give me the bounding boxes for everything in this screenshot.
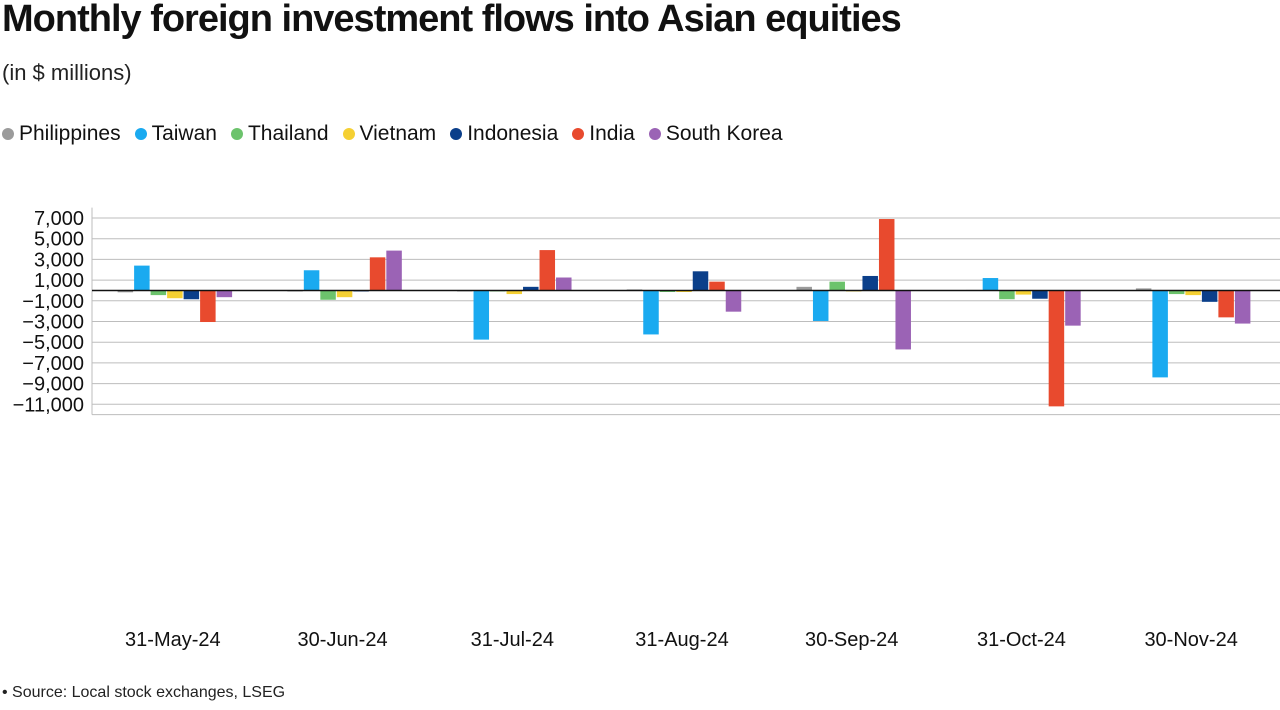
legend-label: South Korea <box>665 122 783 145</box>
bar <box>878 219 895 291</box>
x-tick-label: 31-Jul-24 <box>471 629 554 651</box>
bar <box>539 250 556 291</box>
bar <box>796 286 812 291</box>
bar <box>676 290 692 293</box>
bar <box>1065 290 1081 326</box>
legend-swatch <box>134 128 147 140</box>
bar <box>643 290 659 335</box>
x-tick-label: 30-Sep-24 <box>805 629 898 651</box>
bar <box>167 290 183 299</box>
legend-item: Vietnam <box>342 122 437 146</box>
bar <box>150 290 167 296</box>
bar-chart: 7,0005,0003,0001,000−1,000−3,000−5,000−7… <box>13 207 1280 651</box>
chart-legend: Philippines Taiwan Thailand Vietnam Indonesi… <box>2 122 797 146</box>
legend-item: South Korea <box>648 122 783 146</box>
bar <box>506 290 523 295</box>
legend-swatch <box>450 128 463 140</box>
legend-item: India <box>572 122 635 146</box>
y-tick-label: −9,000 <box>22 374 84 396</box>
legend-item: Indonesia <box>450 122 558 146</box>
y-tick-label: −3,000 <box>22 312 84 334</box>
y-tick-label: 5,000 <box>34 229 84 251</box>
bar <box>117 290 134 293</box>
bar <box>320 290 336 300</box>
bar <box>1032 290 1048 299</box>
bar <box>473 290 490 340</box>
legend-label: Taiwan <box>151 122 217 145</box>
legend-item: Taiwan <box>134 122 217 146</box>
y-axis-ticks: 7,0005,0003,0001,000−1,000−3,000−5,000−7… <box>13 208 84 416</box>
bar <box>1135 288 1152 291</box>
y-tick-label: −5,000 <box>22 332 84 354</box>
y-tick-label: 3,000 <box>34 249 84 271</box>
legend-item: Thailand <box>230 122 329 146</box>
legend-label: Philippines <box>19 122 121 145</box>
bar <box>1015 290 1032 295</box>
bar <box>556 277 572 291</box>
source-note: • Source: Local stock exchanges, LSEG <box>2 684 286 701</box>
bar <box>812 290 829 321</box>
legend-swatch <box>648 128 661 140</box>
bar <box>829 281 845 291</box>
bars <box>117 219 1251 407</box>
bar <box>982 278 999 291</box>
bar <box>1152 290 1168 378</box>
bar <box>1185 290 1201 296</box>
bar <box>386 250 402 291</box>
legend-label: Indonesia <box>467 122 559 145</box>
bar <box>1048 290 1065 407</box>
bar <box>862 275 878 291</box>
x-tick-label: 31-Oct-24 <box>977 629 1066 651</box>
bar <box>659 290 676 293</box>
bar <box>134 265 150 291</box>
x-tick-label: 31-Aug-24 <box>635 629 728 651</box>
bar <box>725 290 742 312</box>
bar <box>1234 290 1251 324</box>
bar <box>709 281 725 291</box>
legend-swatch <box>572 128 585 140</box>
y-tick-label: −7,000 <box>22 353 84 375</box>
legend-swatch <box>2 128 14 140</box>
legend-label: India <box>589 122 635 145</box>
bar <box>336 290 353 298</box>
legend-label: Thailand <box>247 122 329 145</box>
bar <box>692 271 709 291</box>
chart-subtitle: (in $ millions) <box>2 60 132 85</box>
y-tick-label: 1,000 <box>34 270 84 292</box>
y-tick-label: −1,000 <box>22 291 84 313</box>
legend-swatch <box>342 128 355 140</box>
x-tick-label: 30-Nov-24 <box>1144 629 1237 651</box>
bar <box>369 257 386 291</box>
legend-label: Vietnam <box>359 122 437 145</box>
bar <box>1201 290 1218 302</box>
x-tick-label: 30-Jun-24 <box>298 629 388 651</box>
bar <box>999 290 1015 300</box>
bar <box>1218 290 1234 318</box>
y-tick-label: 7,000 <box>34 208 84 230</box>
bar <box>895 290 911 350</box>
bar <box>523 286 539 291</box>
bar <box>216 290 233 298</box>
legend-item: Philippines <box>2 122 121 146</box>
y-tick-label: −11,000 <box>13 394 84 416</box>
bar <box>183 290 200 300</box>
grid-lines <box>91 207 1280 416</box>
bar <box>200 290 216 323</box>
x-axis-ticks: 31-May-24 30-Jun-24 31-Jul-24 31-Aug-24 30-S… <box>125 629 1238 651</box>
bar <box>1168 290 1185 295</box>
chart-title: Monthly foreign investment flows into As… <box>2 0 902 40</box>
x-tick-label: 31-May-24 <box>125 629 221 651</box>
bar <box>303 270 320 291</box>
legend-swatch <box>230 128 243 140</box>
